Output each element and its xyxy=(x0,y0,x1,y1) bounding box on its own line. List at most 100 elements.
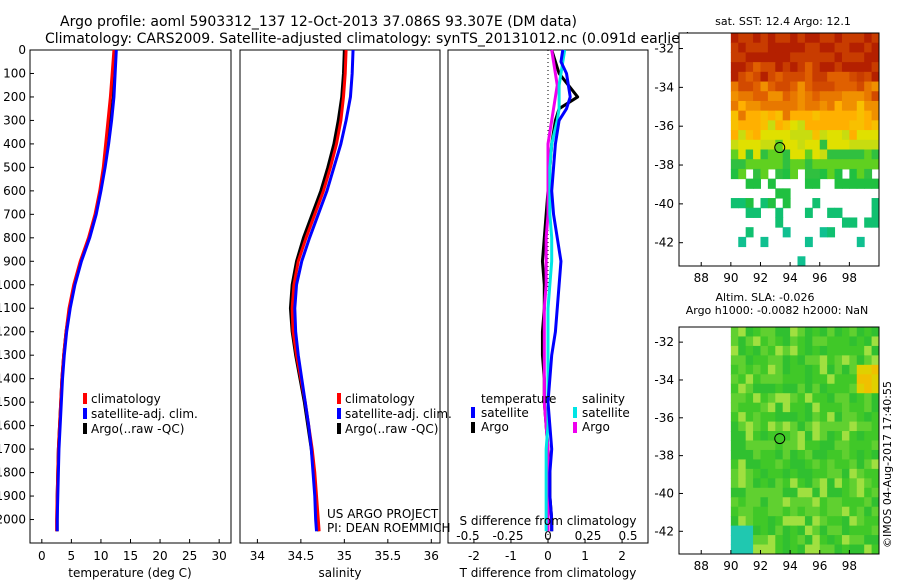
map-cell xyxy=(760,42,769,53)
map-cell xyxy=(745,336,754,347)
map-cell xyxy=(753,412,761,423)
temperature-xlabel: temperature (deg C) xyxy=(68,566,191,580)
depth-tick-label: 700 xyxy=(3,207,26,221)
map-cell xyxy=(760,497,769,508)
map-cell xyxy=(797,71,806,83)
map-cell xyxy=(871,62,880,73)
map-cell xyxy=(812,478,821,489)
map-cell xyxy=(864,402,873,413)
map-cell xyxy=(841,42,850,53)
map-cell xyxy=(753,207,761,218)
series-line-argo-raw-qc- xyxy=(55,49,117,532)
map-cell xyxy=(745,355,754,366)
legend-swatch-temp-argo xyxy=(471,422,475,433)
map-cell xyxy=(804,110,813,121)
map-cell xyxy=(804,449,813,460)
map-cell xyxy=(856,139,865,150)
map-cell xyxy=(841,412,850,423)
map-cell xyxy=(730,402,739,413)
map-cell xyxy=(841,178,850,189)
depth-tick-label: 1800 xyxy=(0,466,26,480)
map-cell xyxy=(849,130,858,141)
map-cell xyxy=(827,120,836,131)
lat-tick-label: -42 xyxy=(654,524,674,538)
map-cell xyxy=(834,336,843,347)
map-cell xyxy=(745,100,754,112)
map-cell xyxy=(745,62,754,73)
x-tick-label: 5 xyxy=(68,549,76,563)
map-cell xyxy=(849,100,858,112)
temperature-panel: 0100200300400500600700800900100011001200… xyxy=(0,43,232,580)
map-cell xyxy=(856,168,865,180)
map-cell xyxy=(819,327,828,337)
map-cell xyxy=(730,431,739,441)
map-cell xyxy=(753,449,761,460)
map-cell xyxy=(812,139,821,150)
map-cell xyxy=(782,374,791,385)
map-cell xyxy=(812,393,821,404)
map-cell xyxy=(753,487,761,498)
map-cell xyxy=(834,506,843,517)
map-cell xyxy=(804,139,813,150)
map-cell xyxy=(864,468,873,479)
map-cell xyxy=(753,178,761,189)
map-cell xyxy=(841,139,850,150)
map-cell xyxy=(782,149,791,160)
map-cell xyxy=(745,71,754,83)
map-cell xyxy=(730,198,739,209)
map-cell xyxy=(864,431,873,441)
map-cell xyxy=(841,217,850,228)
map-cell xyxy=(797,100,806,112)
map-cell xyxy=(753,440,761,451)
map-cell xyxy=(797,535,806,546)
map-cell xyxy=(797,506,806,517)
map-cell xyxy=(767,497,776,508)
map-cell xyxy=(760,544,769,555)
map-cell xyxy=(790,355,799,366)
map-cell xyxy=(775,478,784,489)
map-cell xyxy=(767,71,776,83)
map-cell xyxy=(738,168,747,180)
header-line-2: Climatology: CARS2009. Satellite-adjuste… xyxy=(45,31,691,47)
map-cell xyxy=(775,81,784,92)
map-cell xyxy=(738,198,747,209)
map-cell xyxy=(819,81,828,92)
map-cell xyxy=(827,478,836,489)
map-cell xyxy=(841,33,850,44)
map-cell xyxy=(745,159,754,170)
map-cell xyxy=(864,336,873,347)
map-cell xyxy=(804,412,813,423)
map-cell xyxy=(767,149,776,160)
map-cell xyxy=(753,149,761,160)
map-cell xyxy=(827,130,836,141)
legend-label-satellite-2: satellite-adj. clim. xyxy=(345,407,452,421)
sla-map-land-mask xyxy=(679,327,726,554)
map-cell xyxy=(730,544,739,555)
map-cell xyxy=(760,431,769,441)
map-cell xyxy=(730,120,739,131)
map-cell xyxy=(871,506,880,517)
map-cell xyxy=(738,544,747,555)
map-cell xyxy=(834,459,843,470)
lon-tick-label: 94 xyxy=(782,271,797,285)
map-cell xyxy=(775,525,784,536)
map-cell xyxy=(753,100,761,112)
depth-tick-label: 1100 xyxy=(0,301,26,315)
map-cell xyxy=(849,345,858,356)
depth-tick-label: 1600 xyxy=(0,419,26,433)
map-cell xyxy=(856,120,865,131)
map-cell xyxy=(738,525,747,536)
map-cell xyxy=(767,487,776,498)
map-cell xyxy=(738,71,747,83)
map-cell xyxy=(827,393,836,404)
map-cell xyxy=(790,42,799,53)
map-cell xyxy=(753,478,761,489)
map-cell xyxy=(790,374,799,385)
map-cell xyxy=(834,62,843,73)
map-cell xyxy=(775,364,784,375)
map-cell xyxy=(871,198,880,209)
map-cell xyxy=(797,459,806,470)
map-cell xyxy=(738,506,747,517)
map-cell xyxy=(812,516,821,527)
map-cell xyxy=(767,383,776,394)
